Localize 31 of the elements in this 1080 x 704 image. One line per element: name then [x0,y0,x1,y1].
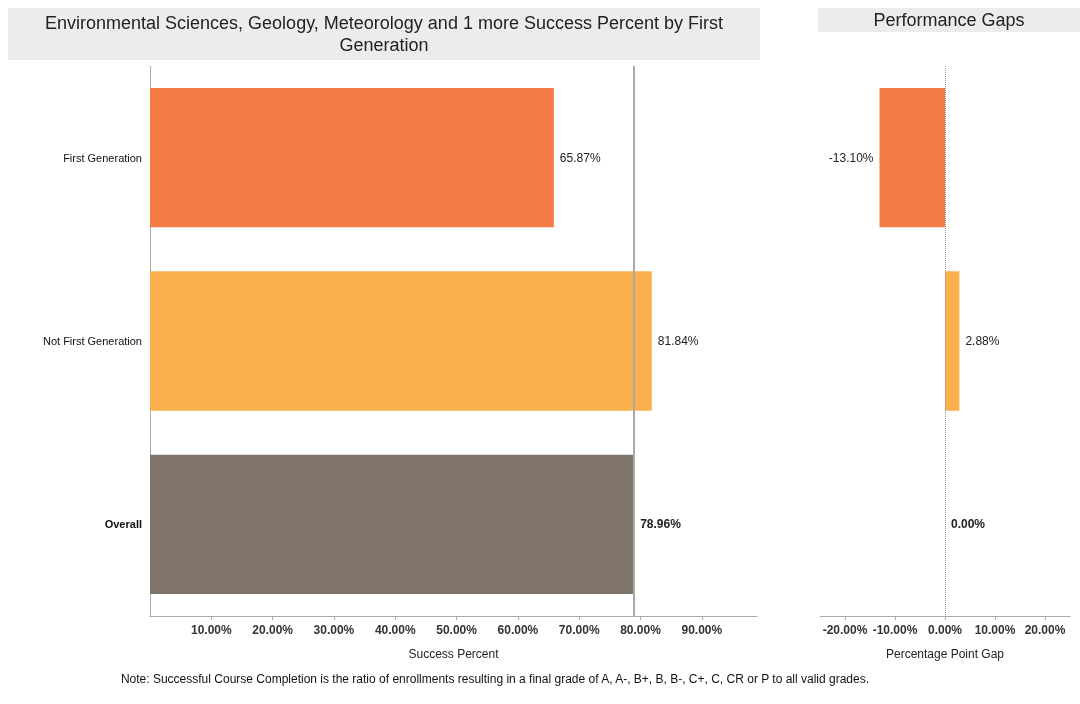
x-tick-label: 20.00% [1024,623,1066,637]
x-axis-title: Success Percent [408,647,500,661]
data-label: 2.88% [965,334,1000,348]
data-label: 65.87% [559,150,601,165]
x-tick-label: 20.00% [252,623,294,637]
x-tick-label: 10.00% [974,623,1016,637]
y-tick-label: Not First Generation [42,335,142,347]
data-label: 0.00% [951,517,986,532]
x-tick-label: -20.00% [822,623,868,637]
bar [150,271,652,411]
x-tick-label: 70.00% [558,623,600,637]
x-tick-label: 90.00% [681,623,723,637]
x-tick-label: 60.00% [497,623,539,637]
chart-title: Environmental Sciences, Geology, Meteorology and 1 more Success Percent by First Generation [8,8,760,60]
x-axis-title: Percentage Point Gap [885,647,1005,661]
bar [150,454,635,594]
y-tick-label: First Generation [63,151,142,164]
x-tick-label: 0.00% [927,623,963,637]
x-tick-label: 10.00% [190,623,232,637]
text: Note: Successful Course Completion is the ratio of enrollments resulting in a final grade of A, A-, B+, B, B-, C+, C, CR or P to all valid grades. [119,672,871,687]
data-label: 81.84% [657,334,699,348]
data-label: 78.96% [640,517,682,532]
data-label: -13.10% [828,150,874,165]
x-tick-label: 30.00% [313,623,355,637]
chart-title: Performance Gaps [818,8,1080,32]
x-tick-label: 50.00% [436,623,478,637]
x-tick-label: -10.00% [872,623,918,637]
x-tick-label: 40.00% [374,623,416,637]
y-tick-label: Overall [104,518,142,531]
bar [150,88,554,228]
x-tick-label: 80.00% [620,623,662,637]
